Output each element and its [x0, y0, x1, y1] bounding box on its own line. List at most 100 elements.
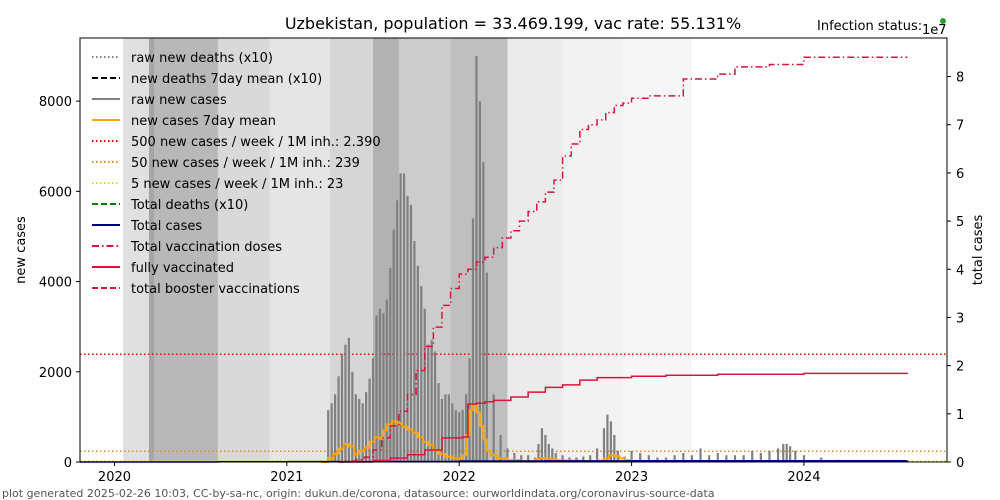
new-cases-bar — [427, 344, 430, 462]
new-cases-bar — [416, 265, 419, 462]
x-tick-label: 2023 — [615, 470, 648, 485]
plot-frame — [79, 37, 948, 463]
status-band-3 — [217, 38, 270, 462]
right-tick-label: 4 — [956, 263, 964, 278]
new-cases-bar — [673, 455, 676, 462]
new-cases-bar — [378, 308, 382, 462]
new-cases-bar — [385, 299, 388, 462]
right-axis-exponent: 1e7 — [922, 23, 947, 38]
status-band-9 — [507, 38, 563, 462]
new-cases-bar — [802, 455, 806, 462]
new-cases-bar — [520, 455, 523, 462]
new-cases-bar — [609, 421, 612, 462]
new-cases-bar — [554, 452, 557, 462]
right-tick-label: 8 — [956, 71, 964, 86]
x-tick-label: 2024 — [787, 470, 820, 485]
new-cases-bar — [454, 410, 457, 462]
legend-label: 5 new cases / week / 1M inh.: 23 — [131, 177, 343, 192]
new-cases-bar — [334, 394, 337, 462]
right-tick-label: 6 — [956, 167, 964, 182]
status-band-4 — [269, 38, 330, 462]
left-tick-label: 8000 — [39, 95, 72, 110]
new-cases-bar — [716, 452, 719, 462]
new-cases-bar — [354, 394, 357, 462]
left-tick-label: 4000 — [39, 276, 72, 291]
new-cases-bar — [464, 394, 468, 462]
new-cases-bar — [330, 403, 333, 462]
new-cases-bar — [537, 443, 540, 462]
new-cases-bar — [392, 229, 395, 462]
new-cases-bar — [389, 268, 392, 462]
new-cases-bar — [371, 358, 375, 462]
new-cases-bar — [475, 56, 478, 463]
legend-label: 50 new cases / week / 1M inh.: 239 — [131, 156, 360, 171]
new-cases-bar — [682, 452, 685, 462]
new-cases-bar — [782, 443, 785, 462]
new-cases-bar — [708, 455, 711, 462]
legend-label: new cases 7day mean — [131, 114, 276, 129]
right-tick-label: 7 — [956, 119, 964, 134]
right-tick-label: 1 — [956, 408, 964, 423]
new-cases-bar — [789, 446, 792, 462]
new-cases-bar — [794, 450, 797, 462]
new-cases-bar — [347, 337, 350, 462]
new-cases-bar — [440, 398, 444, 462]
legend-label: raw new deaths (x10) — [131, 51, 273, 66]
legend-label: fully vaccinated — [131, 261, 234, 276]
new-cases-bar — [382, 313, 385, 462]
new-cases-bar — [656, 457, 659, 462]
new-cases-bar — [513, 452, 516, 462]
new-cases-bar — [785, 443, 788, 462]
new-cases-bar — [340, 353, 344, 462]
right-axis-ticks: 0 1 2 3 4 5 6 7 8 — [947, 71, 964, 471]
new-cases-bar — [485, 272, 488, 462]
status-band-0 — [123, 38, 149, 462]
new-cases-bar — [639, 452, 642, 462]
new-cases-bar — [492, 394, 495, 462]
new-cases-bar — [776, 448, 780, 462]
new-cases-bar — [351, 371, 354, 462]
right-tick-label: 2 — [956, 360, 964, 375]
new-cases-bar — [544, 434, 547, 462]
new-cases-bar — [413, 240, 416, 462]
new-cases-bar — [478, 101, 481, 463]
new-cases-bar — [582, 456, 585, 462]
legend-label: Total deaths (x10) — [130, 198, 248, 213]
x-tick-label: 2022 — [443, 470, 476, 485]
new-cases-bar — [725, 455, 728, 462]
new-cases-bar — [402, 173, 406, 462]
new-cases-bar — [423, 308, 426, 462]
legend-label: Total cases — [130, 219, 202, 234]
new-cases-bar — [551, 448, 554, 462]
footer-credit: plot generated 2025-02-26 10:03, CC-by-s… — [2, 487, 715, 500]
new-cases-bar — [409, 204, 413, 462]
series-line-total-vaccination-doses — [338, 56, 908, 463]
legend-label: raw new cases — [131, 93, 227, 108]
right-tick-label: 0 — [956, 456, 964, 471]
status-band-1 — [148, 38, 155, 462]
new-cases-bar — [606, 414, 609, 462]
series-line-fully-vaccinated — [338, 372, 909, 463]
new-cases-bar — [589, 455, 592, 462]
legend-label: 500 new cases / week / 1M inh.: 2.390 — [131, 135, 381, 150]
new-cases-bar — [742, 455, 745, 462]
new-cases-bar — [471, 218, 475, 462]
new-cases-bar — [690, 455, 693, 462]
new-cases-bar — [451, 403, 454, 462]
x-tick-label: 2020 — [98, 470, 131, 485]
new-cases-bar — [751, 450, 754, 462]
legend-label: total booster vaccinations — [131, 282, 300, 297]
left-tick-label: 6000 — [39, 185, 72, 200]
new-cases-bar — [461, 410, 464, 462]
new-cases-bar — [527, 455, 530, 462]
status-band-2 — [154, 38, 218, 462]
new-cases-bar — [337, 376, 340, 462]
new-cases-bar — [327, 410, 330, 462]
new-cases-bar — [561, 455, 564, 462]
x-axis-ticks: 2020 2021 2022 2023 2024 — [98, 462, 820, 485]
legend-label: new deaths 7day mean (x10) — [131, 72, 322, 87]
new-cases-bar — [602, 428, 606, 462]
new-cases-bar — [647, 455, 650, 462]
chart-title: Uzbekistan, population = 33.469.199, vac… — [285, 14, 741, 33]
